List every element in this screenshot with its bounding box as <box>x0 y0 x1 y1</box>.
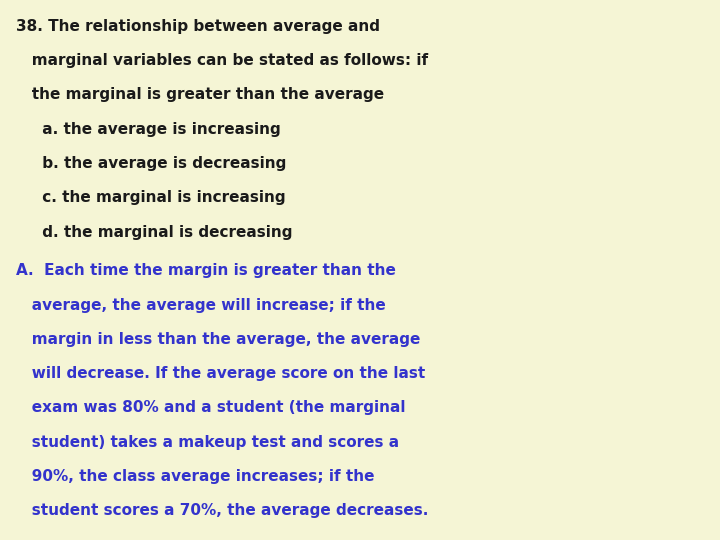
Text: 90%, the class average increases; if the: 90%, the class average increases; if the <box>16 469 374 484</box>
Text: margin in less than the average, the average: margin in less than the average, the ave… <box>16 332 420 347</box>
Text: a. the average is increasing: a. the average is increasing <box>16 122 281 137</box>
Text: student) takes a makeup test and scores a: student) takes a makeup test and scores … <box>16 435 399 450</box>
Text: average, the average will increase; if the: average, the average will increase; if t… <box>16 298 386 313</box>
Text: marginal variables can be stated as follows: if: marginal variables can be stated as foll… <box>16 53 428 68</box>
Text: A.  Each time the margin is greater than the: A. Each time the margin is greater than … <box>16 263 396 278</box>
Text: the marginal is greater than the average: the marginal is greater than the average <box>16 87 384 103</box>
Text: 38. The relationship between average and: 38. The relationship between average and <box>16 19 380 34</box>
Text: exam was 80% and a student (the marginal: exam was 80% and a student (the marginal <box>16 401 405 415</box>
Text: b. the average is decreasing: b. the average is decreasing <box>16 156 287 171</box>
Text: student scores a 70%, the average decreases.: student scores a 70%, the average decrea… <box>16 503 428 518</box>
Text: will decrease. If the average score on the last: will decrease. If the average score on t… <box>16 366 425 381</box>
Text: c. the marginal is increasing: c. the marginal is increasing <box>16 191 285 205</box>
Text: d. the marginal is decreasing: d. the marginal is decreasing <box>16 225 292 240</box>
